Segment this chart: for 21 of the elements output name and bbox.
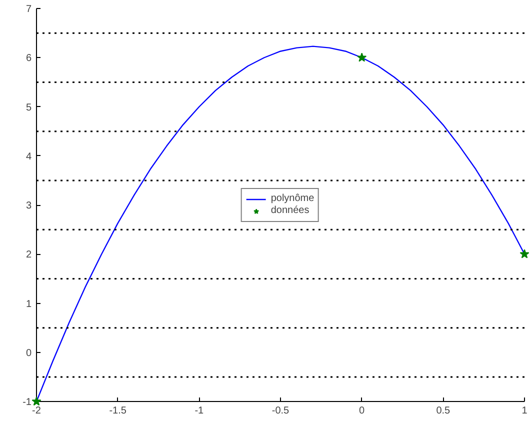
point bbox=[32, 396, 42, 406]
x-tick-label: -0.5 bbox=[272, 406, 290, 416]
y-tick-label: 3 bbox=[26, 200, 32, 212]
y-tick-label: 1 bbox=[26, 298, 32, 310]
x-tick-label: 0.5 bbox=[436, 406, 451, 416]
y-tick-label: -1 bbox=[22, 397, 32, 408]
x-tick-label: 1 bbox=[522, 406, 528, 416]
legend-label: données bbox=[270, 204, 310, 216]
legend-label: polynôme bbox=[270, 192, 314, 204]
x-tick-label: -1.5 bbox=[109, 406, 127, 416]
x-tick-label: -1 bbox=[194, 406, 204, 416]
point bbox=[520, 249, 530, 258]
y-tick-label: 0 bbox=[26, 348, 32, 359]
x-tick-label: -2 bbox=[32, 406, 42, 416]
y-tick-label: 5 bbox=[26, 102, 32, 114]
x-tick-label: 0 bbox=[359, 406, 366, 416]
y-tick-label: 6 bbox=[26, 53, 32, 64]
point bbox=[357, 52, 367, 62]
y-tick-label: 4 bbox=[26, 151, 32, 162]
y-tick-label: 7 bbox=[26, 4, 32, 15]
y-tick-label: 2 bbox=[26, 250, 32, 261]
